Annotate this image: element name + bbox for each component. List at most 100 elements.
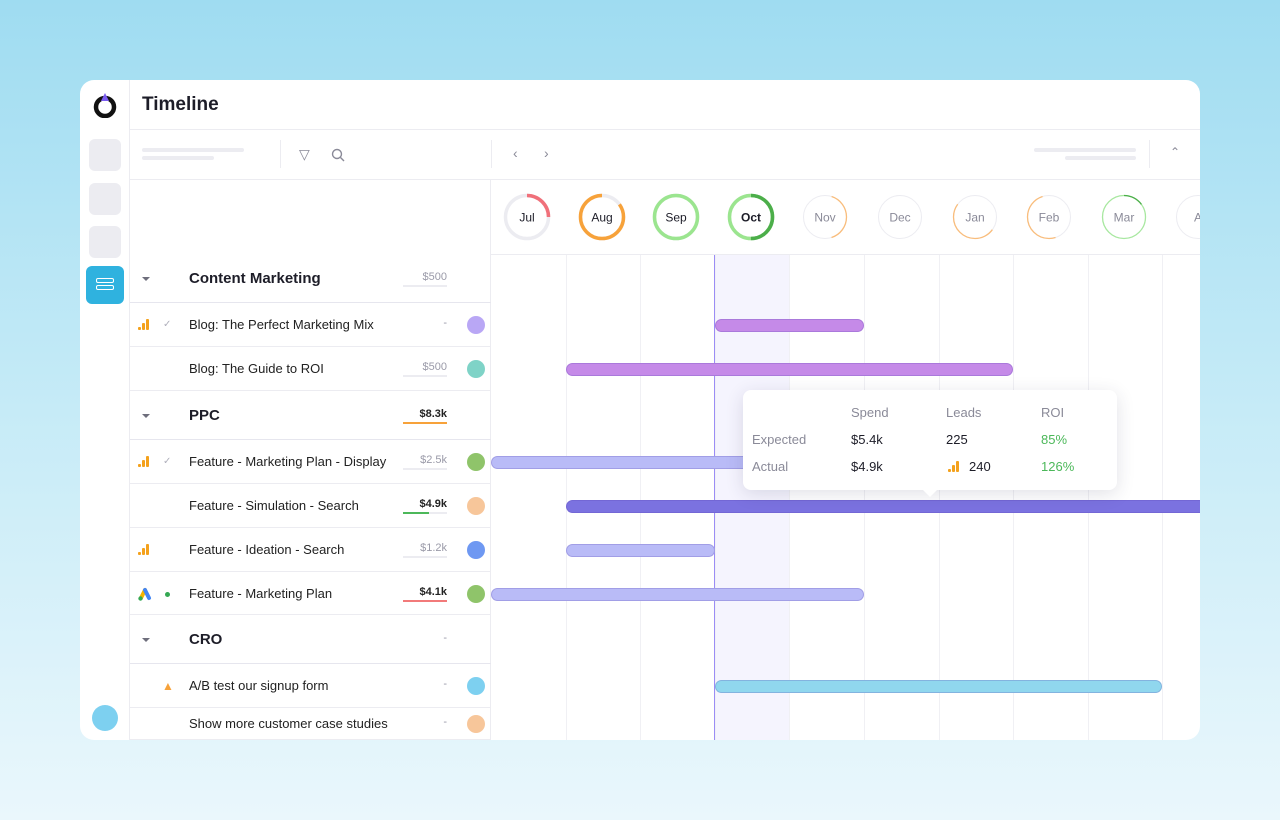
month-progress-ring[interactable]: Mar: [1099, 192, 1149, 242]
chevron-left-icon[interactable]: ‹: [513, 145, 518, 161]
ring-track: [1176, 195, 1200, 239]
assignee-avatar[interactable]: [467, 541, 485, 559]
timeline-bar[interactable]: [491, 456, 760, 469]
budget-amount: -: [443, 716, 447, 728]
current-month-highlight: [714, 255, 790, 740]
bar-chart-icon: [138, 456, 150, 467]
assignee-avatar[interactable]: [467, 453, 485, 471]
task-name[interactable]: Blog: The Guide to ROI: [189, 361, 324, 376]
group-row[interactable]: Content Marketing $500: [130, 255, 491, 303]
search-icon[interactable]: [331, 148, 345, 162]
timeline-bar[interactable]: [565, 363, 1014, 376]
task-name[interactable]: Feature - Marketing Plan - Display: [189, 454, 387, 469]
timeline-bar[interactable]: [714, 319, 864, 332]
header: Timeline: [130, 80, 1200, 130]
collapse-caret-icon[interactable]: [142, 277, 150, 281]
budget-progress: [403, 556, 447, 558]
user-avatar[interactable]: [92, 705, 118, 731]
task-row[interactable]: Show more customer case studies -: [130, 708, 491, 740]
assignee-avatar[interactable]: [467, 497, 485, 515]
grid-line: [938, 255, 940, 740]
month-label: Dec: [889, 211, 910, 225]
tooltip-label: Actual: [752, 459, 789, 474]
group-row[interactable]: PPC $8.3k: [130, 391, 491, 440]
grid-line: [640, 255, 642, 740]
assignee-avatar[interactable]: [467, 316, 485, 334]
assignee-avatar[interactable]: [467, 715, 485, 733]
budget-amount: -: [443, 317, 447, 329]
month-label: Jul: [519, 211, 534, 225]
chevron-right-icon[interactable]: ›: [544, 145, 549, 161]
timeline-bar[interactable]: [565, 500, 1200, 513]
placeholder-line: [142, 156, 214, 160]
task-row[interactable]: Feature - Marketing Plan $4.1k: [130, 572, 491, 615]
task-row[interactable]: Feature - Simulation - Search $4.9k: [130, 484, 491, 528]
timeline-bar[interactable]: [491, 587, 864, 601]
timeline-bar[interactable]: [565, 544, 715, 557]
month-progress-ring[interactable]: Nov: [800, 192, 850, 242]
timeline-icon-bar: [96, 285, 114, 290]
budget-progress-fill: [403, 512, 430, 514]
task-name[interactable]: A/B test our signup form: [189, 678, 329, 693]
month-progress-ring[interactable]: Feb: [1024, 192, 1074, 242]
task-row[interactable]: ✓ Feature - Marketing Plan - Display $2.5k: [130, 440, 491, 484]
tooltip-header-roi: ROI: [1041, 405, 1065, 420]
task-name[interactable]: Blog: The Perfect Marketing Mix: [189, 317, 374, 332]
month-progress-ring[interactable]: Aug: [577, 192, 627, 242]
task-row[interactable]: Feature - Ideation - Search $1.2k: [130, 528, 491, 572]
sidebar-item-1[interactable]: [89, 139, 121, 171]
sidebar-item-2[interactable]: [89, 183, 121, 215]
collapse-caret-icon[interactable]: [142, 637, 150, 642]
budget-progress-fill: [403, 599, 447, 602]
assignee-avatar[interactable]: [467, 360, 485, 378]
month-progress-ring[interactable]: Dec: [875, 192, 925, 242]
placeholder-line: [1065, 156, 1136, 160]
month-progress-ring[interactable]: Sep: [651, 192, 701, 242]
timeline-bar[interactable]: [714, 680, 1163, 693]
page-title: Timeline: [142, 94, 219, 115]
ring-progress-arc: [1101, 194, 1146, 240]
tooltip-spend: $4.9k: [851, 459, 883, 474]
assignee-avatar[interactable]: [467, 584, 485, 603]
budget-progress: [403, 285, 447, 287]
budget-progress: [403, 599, 447, 602]
grid-line: [565, 255, 567, 740]
filter-icon[interactable]: ▽: [299, 146, 310, 162]
chevron-up-icon[interactable]: ⌃: [1170, 145, 1181, 159]
tooltip-roi: 126%: [1041, 459, 1075, 474]
ring-progress-arc: [1027, 194, 1072, 240]
month-progress-ring[interactable]: Jan: [950, 192, 1000, 242]
task-name[interactable]: Feature - Simulation - Search: [189, 498, 359, 513]
grid-line: [1013, 255, 1015, 740]
bar-chart-icon: [948, 461, 960, 472]
collapse-caret-icon[interactable]: [142, 413, 150, 418]
tooltip-leads: 240: [969, 459, 991, 474]
toolbar: ▽ ‹ › ⌃: [130, 130, 1200, 180]
ring-track: [878, 195, 922, 239]
task-name[interactable]: Feature - Marketing Plan: [189, 585, 333, 601]
task-name[interactable]: Feature - Ideation - Search: [189, 542, 345, 557]
task-row[interactable]: ▲ A/B test our signup form -: [130, 664, 491, 708]
tooltip-leads: 225: [946, 432, 968, 447]
sidebar-item-3[interactable]: [89, 226, 121, 258]
group-name: PPC: [189, 406, 220, 424]
task-row[interactable]: ✓ Blog: The Perfect Marketing Mix -: [130, 303, 491, 347]
task-list: Content Marketing $500 ✓ Blog: The Perfect …: [130, 180, 491, 740]
month-label: Jan: [965, 211, 984, 225]
month-progress-ring[interactable]: Jul: [502, 192, 552, 242]
budget-amount: $4.9k: [419, 498, 447, 510]
task-name[interactable]: Show more customer case studies: [189, 716, 388, 731]
month-progress-ring[interactable]: A: [1173, 192, 1200, 242]
month-header: Jul Aug Sep Oct Nov Dec Jan Feb Mar A: [491, 180, 1200, 255]
warning-icon: ▲: [162, 679, 174, 693]
budget-amount: $4.1k: [419, 585, 447, 598]
tooltip-spend: $5.4k: [851, 432, 883, 447]
group-row[interactable]: CRO -: [130, 615, 491, 664]
assignee-avatar[interactable]: [467, 677, 485, 695]
sidebar-item-timeline[interactable]: [86, 266, 124, 304]
month-progress-ring[interactable]: Oct: [726, 192, 776, 242]
tooltip-header-leads: Leads: [946, 405, 982, 420]
today-line: [713, 255, 716, 740]
timeline-icon: [96, 278, 114, 283]
task-row[interactable]: Blog: The Guide to ROI $500: [130, 347, 491, 391]
